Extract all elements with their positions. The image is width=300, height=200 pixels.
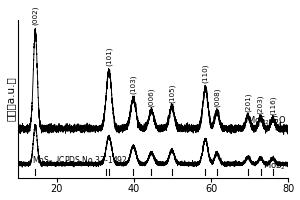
Text: (002): (002) (32, 6, 39, 25)
Text: (105): (105) (169, 83, 175, 103)
Text: (110): (110) (202, 63, 208, 83)
Text: (006): (006) (148, 87, 154, 107)
Text: MoS$_2$  JCPDS No.37-1492: MoS$_2$ JCPDS No.37-1492 (32, 154, 128, 167)
Text: (203): (203) (257, 94, 264, 114)
Text: MoS$_2$: MoS$_2$ (263, 159, 286, 172)
Text: (201): (201) (244, 93, 251, 112)
Text: (008): (008) (214, 87, 220, 107)
Text: (116): (116) (270, 96, 276, 115)
Y-axis label: 强度（a.u.）: 强度（a.u.） (6, 76, 16, 121)
Text: (103): (103) (130, 74, 136, 94)
Text: (101): (101) (106, 46, 112, 66)
Text: MoS$_2$-GO: MoS$_2$-GO (247, 114, 286, 127)
